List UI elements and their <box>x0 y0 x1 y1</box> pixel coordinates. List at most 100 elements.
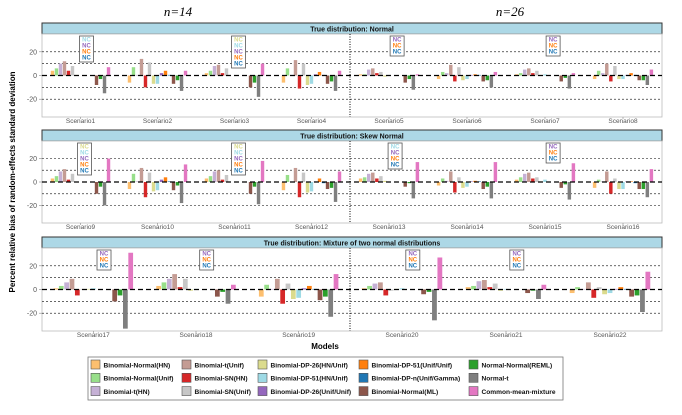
x-tick-label: Scenario18 <box>180 332 213 339</box>
bar-Scenario13-Binomial-Normal(HN) <box>358 178 363 182</box>
bar-Scenario8-Binomial-Normal(HN) <box>592 75 597 80</box>
bar-Scenario21-Binomial-t(HN) <box>476 281 482 290</box>
bar-Scenario9-Binomial-Normal(HN) <box>50 178 55 182</box>
bar-Scenario19-Binomial-t(Unif) <box>274 278 280 290</box>
bar-Scenario17-Binomial-Normal(HN) <box>53 288 59 290</box>
y-tick-label: -20 <box>27 97 37 104</box>
bar-Scenario9-Binomial-Normal(Unif) <box>54 176 59 182</box>
bar-Scenario14-Binomial-t(Unif) <box>449 171 453 182</box>
legend-label: Binomial-Normal(ML) <box>372 389 439 396</box>
bar-Scenario14-Binomial-Normal(Unif) <box>440 178 445 182</box>
y-tick-label: -20 <box>27 311 37 318</box>
nc-label: NC <box>234 37 243 43</box>
bar-Scenario12-Binomial-SN(HN) <box>297 182 302 198</box>
nc-label: NC <box>202 263 211 269</box>
bar-Scenario19-Binomial-DP-26(HN/Unif) <box>290 289 296 299</box>
nc-label: NC <box>549 150 558 156</box>
bar-Scenario3-Binomial-t(HN) <box>212 66 217 76</box>
nc-label: NC <box>80 168 89 174</box>
nc-label: NC <box>82 49 91 55</box>
bar-Scenario16-Binomial-Normal(ML) <box>637 182 641 190</box>
bar-Scenario7-Binomial-DP-51(HN/Unif) <box>543 74 547 76</box>
panel-1: True distribution: Normal -20 0 20 Scenario1… <box>27 22 663 125</box>
nc-label: NC <box>234 61 243 67</box>
y-tick-label: 20 <box>29 49 37 56</box>
bar-Scenario16-Binomial-DP-26(HN/Unif) <box>617 182 621 190</box>
y-tick-label: 20 <box>29 263 37 270</box>
x-tick-label: Scenario4 <box>297 118 327 125</box>
bar-Scenario9-Binomial-t(Unif) <box>62 169 67 182</box>
bar-Scenario16-Normal-t <box>645 182 650 198</box>
bar-Scenario22-Binomial-Normal(ML) <box>629 289 635 297</box>
bar-Scenario19-Binomial-DP-51(Unif/Unif) <box>306 285 312 290</box>
bar-Scenario8-Binomial-DP-51(Unif/Unif) <box>629 73 633 76</box>
panel-title: True distribution: Normal <box>310 26 394 33</box>
bar-Scenario10-Binomial-DP-26(HN/Unif) <box>151 182 156 192</box>
bar-Scenario8-Binomial-Normal(ML) <box>637 75 641 81</box>
nc-label: NC <box>408 257 417 263</box>
bar-Scenario12-Normal-t <box>333 182 338 202</box>
bar-Scenario8-Common-mean-mixture <box>649 69 654 76</box>
bar-Scenario19-Binomial-t(HN) <box>269 288 275 290</box>
nc-label: NC <box>80 162 89 168</box>
bar-Scenario14-Binomial-DP-51(HN/Unif) <box>465 182 469 187</box>
bar-Scenario21-Binomial-SN(Unif) <box>492 283 498 290</box>
bar-Scenario20-Normal-Normal(REML) <box>426 289 432 292</box>
bar-Scenario5-Normal-Normal(REML) <box>407 75 412 80</box>
bar-Scenario11-Binomial-Normal(Unif) <box>208 176 213 182</box>
bar-Scenario16-Binomial-Normal(Unif) <box>596 179 601 182</box>
legend-swatch <box>90 359 101 370</box>
legend-label: Common-mean-mixture <box>482 389 556 396</box>
bar-Scenario15-Common-mean-mixture <box>571 163 576 182</box>
bar-Scenario10-Binomial-DP-51(HN/Unif) <box>155 182 160 191</box>
panel-title: True distribution: Mixture of two normal… <box>264 240 441 247</box>
bar-Scenario4-Normal-t <box>333 75 338 91</box>
nc-box <box>545 142 561 164</box>
nc-label: NC <box>408 263 417 269</box>
bar-Scenario15-Binomial-Normal(ML) <box>559 182 563 188</box>
bar-Scenario16-Binomial-Normal(HN) <box>592 182 597 188</box>
bar-Scenario12-Binomial-DP-51(Unif/Unif) <box>317 178 322 182</box>
nc-label: NC <box>234 150 243 156</box>
bar-Scenario12-Normal-Normal(REML) <box>329 182 334 188</box>
bar-Scenario9-Normal-t <box>102 182 107 206</box>
x-tick-label: Scenario19 <box>282 332 315 339</box>
bar-Scenario12-Binomial-DP-26(HN/Unif) <box>305 182 310 193</box>
bar-Scenario13-Binomial-SN(Unif) <box>379 176 383 182</box>
bar-Scenario16-Binomial-SN(HN) <box>609 182 613 194</box>
legend-swatch <box>181 359 192 370</box>
nc-box <box>199 249 215 271</box>
x-tick-label: Scenario20 <box>386 332 419 339</box>
bar-Scenario15-Binomial-Normal(Unif) <box>518 177 523 182</box>
bar-Scenario15-Binomial-t(HN) <box>522 173 527 182</box>
bar-Scenario2-Binomial-DP-n(Unif/Gamma) <box>167 74 172 76</box>
y-tick-label: 0 <box>33 180 37 187</box>
x-tick-label: Scenario22 <box>594 332 627 339</box>
bar-Scenario1-Binomial-Normal(ML) <box>94 75 99 85</box>
bar-Scenario4-Binomial-t(Unif) <box>293 60 298 76</box>
bars <box>50 58 654 97</box>
bar-Scenario2-Binomial-t(HN) <box>135 74 140 76</box>
nc-label: NC <box>234 49 243 55</box>
nc-box <box>231 142 246 176</box>
bar-Scenario10-Binomial-Normal(HN) <box>127 182 132 190</box>
bar-Scenario5-Binomial-Normal(ML) <box>403 75 407 83</box>
bar-Scenario22-Binomial-Normal(HN) <box>569 289 575 294</box>
bar-Scenario19-Binomial-DP-26(Unif/Unif) <box>301 288 307 290</box>
bar-Scenario6-Binomial-SN(Unif) <box>457 67 461 76</box>
bar-Scenario1-Binomial-t(HN) <box>58 63 63 76</box>
nc-box <box>231 35 246 69</box>
bar-Scenario1-Binomial-Normal(HN) <box>50 70 55 76</box>
bar-Scenario6-Binomial-SN(HN) <box>453 75 457 82</box>
bar-Scenario22-Binomial-DP-26(Unif/Unif) <box>613 288 618 290</box>
x-tick-label: Scenario14 <box>451 224 484 231</box>
bar-Scenario2-Binomial-DP-26(Unif/Unif) <box>159 73 164 76</box>
bar-Scenario19-Binomial-Normal(HN) <box>258 289 264 297</box>
bar-Scenario13-Normal-t <box>411 182 416 199</box>
bar-Scenario15-Binomial-SN(Unif) <box>535 177 539 182</box>
y-axis-label: Percent relative bias of random-effects … <box>8 71 17 292</box>
bar-Scenario6-Binomial-DP-n(Unif/Gamma) <box>477 74 481 76</box>
bar-Scenario8-Normal-t <box>645 75 650 85</box>
bar-Scenario14-Binomial-Normal(ML) <box>481 182 485 190</box>
bar-Scenario4-Common-mean-mixture <box>337 70 342 76</box>
